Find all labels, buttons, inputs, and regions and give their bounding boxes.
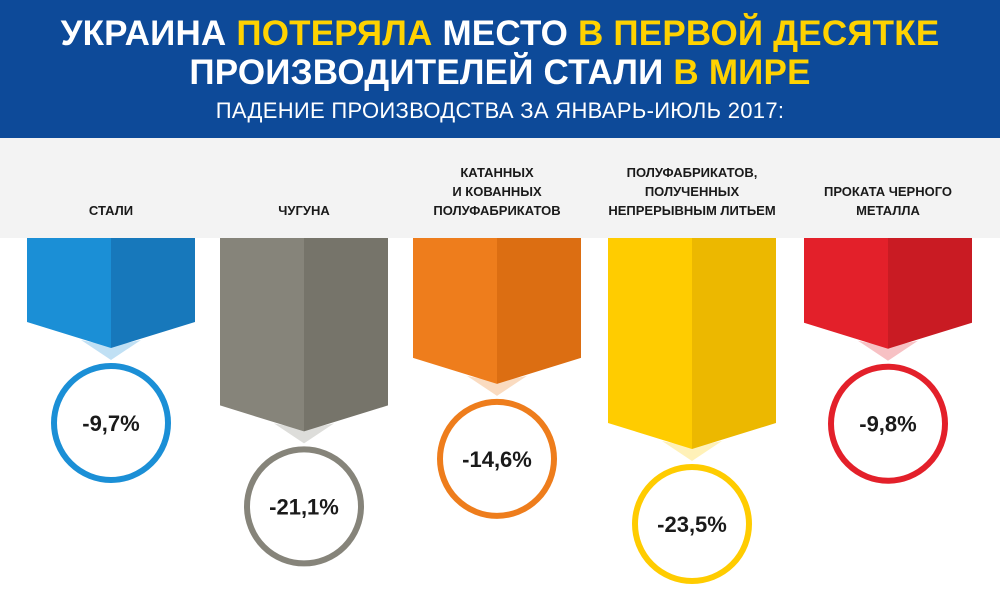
bar-reflection bbox=[81, 340, 141, 360]
category-band bbox=[0, 138, 1000, 238]
category-label-line: ПРОКАТА ЧЕРНОГО bbox=[823, 184, 953, 199]
bar-reflection bbox=[662, 441, 722, 461]
category-label: КАТАННЫХ И КОВАННЫХ ПОЛУФАБРИКАТОВ bbox=[397, 163, 597, 220]
value-label: -9,8% bbox=[859, 412, 916, 437]
category-label: ЧУГУНА bbox=[204, 201, 404, 220]
bar-shade bbox=[497, 238, 581, 384]
category-label-line: ПОЛУФАБРИКАТОВ, bbox=[626, 165, 758, 180]
bar-shade bbox=[692, 238, 776, 449]
value-label: -21,1% bbox=[269, 494, 339, 519]
category-label-line: ПОЛУЧЕННЫХ bbox=[644, 184, 740, 199]
category-label-line: ПОЛУФАБРИКАТОВ bbox=[433, 203, 561, 218]
category-label-line: СТАЛИ bbox=[88, 203, 134, 218]
category-label: ПРОКАТА ЧЕРНОГО МЕТАЛЛА bbox=[788, 182, 988, 220]
title-segment: ПРОИЗВОДИТЕЛЕЙ СТАЛИ bbox=[189, 53, 674, 92]
value-circle bbox=[437, 398, 557, 519]
value-circle bbox=[828, 363, 948, 484]
value-circle bbox=[244, 446, 364, 567]
title-segment: В МИРЕ bbox=[673, 53, 811, 92]
value-label: -14,6% bbox=[462, 447, 532, 472]
bar-shade bbox=[888, 238, 972, 349]
category-label: ПОЛУФАБРИКАТОВ, ПОЛУЧЕННЫХ НЕПРЕРЫВНЫМ ЛИТ… bbox=[592, 163, 792, 220]
bar-reflection bbox=[858, 340, 918, 361]
category-label-line: КАТАННЫХ bbox=[460, 165, 534, 180]
title-line-1: УКРАИНА ПОТЕРЯЛА МЕСТО В ПЕРВОЙ ДЕСЯТКЕ bbox=[0, 14, 1000, 54]
subtitle: ПАДЕНИЕ ПРОИЗВОДСТВА ЗА ЯНВАРЬ-ИЮЛЬ 2017… bbox=[215, 98, 785, 123]
title-segment: ПОТЕРЯЛА bbox=[236, 14, 433, 53]
title-line-2: ПРОИЗВОДИТЕЛЕЙ СТАЛИ В МИРЕ bbox=[0, 53, 1000, 93]
header-banner: УКРАИНА ПОТЕРЯЛА МЕСТО В ПЕРВОЙ ДЕСЯТКЕ … bbox=[0, 0, 1000, 138]
category-label: СТАЛИ bbox=[11, 201, 211, 220]
bar bbox=[804, 238, 888, 349]
title-segment: В ПЕРВОЙ ДЕСЯТКЕ bbox=[578, 14, 940, 53]
category-label-line: ЧУГУНА bbox=[278, 203, 330, 218]
category-label-line: НЕПРЕРЫВНЫМ ЛИТЬЕМ bbox=[608, 203, 776, 218]
bar-reflection bbox=[467, 375, 527, 396]
bar bbox=[27, 238, 111, 348]
value-label: -9,7% bbox=[82, 411, 139, 436]
title-segment: МЕСТО bbox=[432, 14, 579, 53]
value-label: -23,5% bbox=[657, 512, 727, 537]
bar bbox=[220, 238, 304, 432]
bar-reflection bbox=[274, 423, 334, 444]
bar bbox=[608, 238, 692, 449]
value-circle bbox=[632, 464, 752, 584]
category-label-line: МЕТАЛЛА bbox=[856, 203, 920, 218]
category-label-line: И КОВАННЫХ bbox=[452, 184, 542, 199]
title-segment: УКРАИНА bbox=[60, 14, 237, 53]
bar-shade bbox=[304, 238, 388, 432]
value-circle bbox=[51, 363, 171, 483]
bar bbox=[413, 238, 497, 384]
bar-shade bbox=[111, 238, 195, 348]
